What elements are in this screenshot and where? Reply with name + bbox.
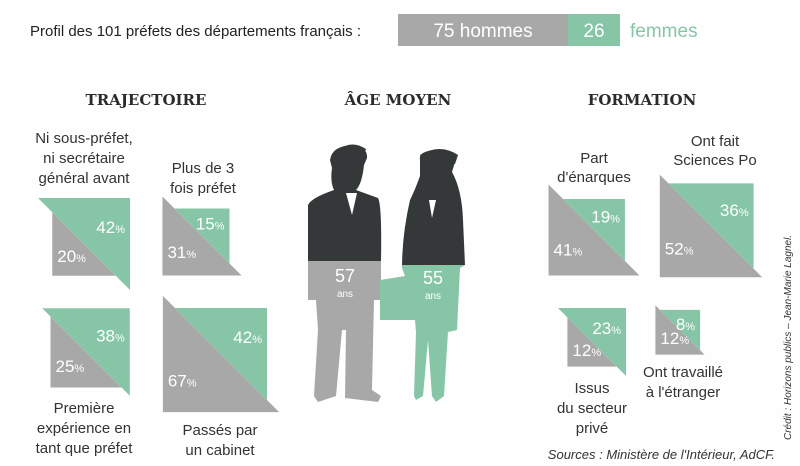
- item-label: d'énarques: [557, 169, 631, 186]
- item-label: à l'étranger: [646, 384, 721, 401]
- item-label: général avant: [39, 170, 131, 187]
- women-age: 55: [423, 268, 443, 288]
- women-triangle: [557, 307, 627, 377]
- item-label: ni secrétaire: [43, 150, 125, 167]
- man-cap-icon: [340, 144, 366, 158]
- item-label: expérience en: [37, 420, 131, 437]
- item-label: un cabinet: [185, 442, 255, 459]
- men-triangle: [52, 212, 116, 276]
- women-count-bar: [568, 14, 620, 46]
- item-label: Première: [54, 400, 115, 417]
- heading-age: ÂGE MOYEN: [344, 91, 452, 109]
- item-label: Ont fait: [691, 133, 740, 150]
- intro-text: Profil des 101 préfets des départements …: [30, 23, 361, 40]
- item-label: Issus: [574, 380, 609, 397]
- heading-trajectoire: TRAJECTOIRE: [86, 91, 207, 109]
- women-count: 26: [583, 21, 604, 42]
- woman-collar: [429, 200, 436, 218]
- men-age-unit: ans: [337, 289, 353, 300]
- women-triangle: [563, 199, 625, 261]
- credit: Crédit : Horizons publics – Jean-Marie L…: [783, 235, 794, 440]
- women-triangle: [668, 183, 754, 269]
- item-label: du secteur: [557, 400, 627, 417]
- item-label: Ni sous-préfet,: [35, 130, 133, 147]
- women-triangle: [174, 208, 230, 264]
- item-label: Plus de 3: [172, 160, 235, 177]
- women-triangle: [174, 307, 268, 401]
- item-label: Part: [580, 150, 608, 167]
- item-label: tant que préfet: [36, 440, 134, 457]
- item-label: Passés par: [182, 422, 257, 439]
- women-triangle: [659, 309, 701, 351]
- item-label: Ont travaillé: [643, 364, 723, 381]
- item-label: Sciences Po: [673, 152, 756, 169]
- men-count-bar: [398, 14, 568, 46]
- women-age-unit: ans: [425, 291, 441, 302]
- women-triangle: [42, 308, 130, 396]
- men-age: 57: [335, 266, 355, 286]
- sources: Sources : Ministère de l'Intérieur, AdCF…: [548, 447, 775, 462]
- heading-formation: FORMATION: [588, 91, 697, 109]
- women-triangle: [37, 197, 131, 291]
- women-label: femmes: [630, 21, 698, 42]
- stat-items: 20%42%Ni sous-préfet,ni secrétairegénéra…: [35, 130, 763, 459]
- woman-cap-icon: [420, 149, 458, 164]
- item-label: privé: [576, 420, 609, 437]
- item-label: fois préfet: [170, 180, 237, 197]
- man-shirt: [346, 193, 357, 215]
- men-triangle: [162, 196, 242, 276]
- men-count: 75 hommes: [433, 21, 532, 42]
- stat-item: 20%42%Ni sous-préfet,ni secrétairegénéra…: [35, 130, 133, 291]
